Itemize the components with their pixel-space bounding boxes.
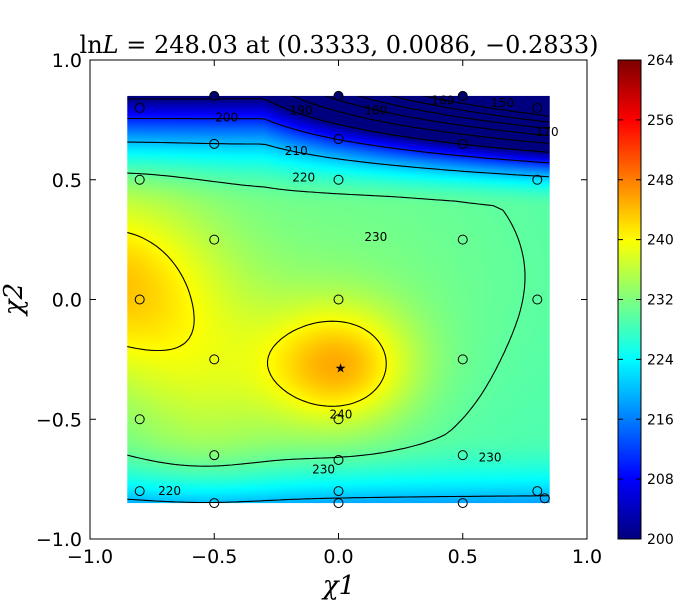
contour-line-220 <box>127 141 549 504</box>
y-axis-label: χ2 <box>0 283 29 317</box>
y-tick-label: −1.0 <box>36 529 82 551</box>
contour-line-160 <box>391 96 549 123</box>
sample-point <box>333 174 344 185</box>
x-tick-label: −0.5 <box>191 546 237 568</box>
contour-line-190 <box>291 96 549 144</box>
x-tick-label: 0.5 <box>448 546 478 568</box>
contour-label: 220 <box>292 170 315 184</box>
sample-point <box>457 138 468 149</box>
sample-point <box>134 294 145 305</box>
sample-point-filled <box>457 90 468 101</box>
sample-point <box>134 102 145 113</box>
contour-line-180 <box>325 96 549 137</box>
chart-title: lnL = 248.03 at (0.3333, 0.0086, −0.2833… <box>80 31 599 59</box>
sample-point <box>209 234 220 245</box>
colorbar-tick-label: 264 <box>647 53 674 69</box>
sample-point <box>457 234 468 245</box>
sample-point <box>457 498 468 509</box>
contour-label: 230 <box>479 451 502 465</box>
x-tick-label: −1.0 <box>67 546 113 568</box>
sample-point-filled <box>333 90 344 101</box>
contour-labels: 150 160 170 180 190 200 210 220 230 230 230 240 220 <box>158 94 559 498</box>
sample-point <box>134 414 145 425</box>
sample-point <box>457 354 468 365</box>
sample-point <box>333 294 344 305</box>
contour-line-150 <box>423 96 549 117</box>
contour-lines <box>127 96 549 504</box>
contour-label: 180 <box>364 103 387 117</box>
colorbar-tick-label: 248 <box>647 173 674 189</box>
colorbar-tick-label: 240 <box>647 233 674 249</box>
contour-label: 190 <box>290 103 313 117</box>
sample-point <box>333 486 344 497</box>
contour-label: 170 <box>536 125 559 139</box>
y-tick-label: 1.0 <box>52 50 82 72</box>
contour-label: 210 <box>285 144 308 158</box>
sample-point-filled <box>209 90 220 101</box>
sample-point <box>539 493 550 504</box>
sample-point <box>209 138 220 149</box>
contour-line-200 <box>127 98 549 153</box>
y-axis-ticks: −1.0 −0.5 0.0 0.5 1.0 <box>36 50 587 551</box>
sample-point <box>209 354 220 365</box>
contour-label: 230 <box>312 463 335 477</box>
contour-line-240 <box>127 231 387 407</box>
x-tick-label: 1.0 <box>572 546 602 568</box>
x-axis-label: χ1 <box>321 571 355 600</box>
contour-label: 220 <box>158 484 181 498</box>
colorbar-tick-label: 216 <box>647 412 674 428</box>
y-tick-label: 0.5 <box>52 170 82 192</box>
sample-point <box>532 294 543 305</box>
y-tick-label: −0.5 <box>36 409 82 431</box>
colorbar <box>618 60 641 539</box>
contour-label: 160 <box>431 94 454 108</box>
heatmap-image <box>127 95 550 504</box>
colorbar-ticks: 200 208 216 224 232 240 248 256 264 <box>618 53 674 548</box>
x-tick-label: 0.0 <box>323 546 353 568</box>
colorbar-tick-label: 224 <box>647 352 674 368</box>
contour-label: 230 <box>364 230 387 244</box>
sample-point <box>532 486 543 497</box>
sample-point <box>333 134 344 145</box>
sample-point <box>333 414 344 425</box>
x-axis-ticks: −1.0 −0.5 0.0 0.5 1.0 <box>67 60 602 568</box>
colorbar-tick-label: 200 <box>647 532 674 548</box>
colorbar-tick-label: 232 <box>647 293 674 309</box>
contour-label: 200 <box>215 110 238 124</box>
colorbar-tick-label: 256 <box>647 113 674 129</box>
sample-point <box>134 486 145 497</box>
best-fit-star-marker: ★ <box>335 361 347 376</box>
contour-line-170 <box>358 96 549 130</box>
colorbar-tick-label: 208 <box>647 472 674 488</box>
sample-point <box>532 174 543 185</box>
contour-line-230 <box>127 172 526 467</box>
sample-point <box>457 450 468 461</box>
sample-point <box>134 174 145 185</box>
sample-point <box>209 450 220 461</box>
sample-point <box>209 498 220 509</box>
contour-label: 240 <box>330 407 353 421</box>
sample-point <box>333 498 344 509</box>
sample-point <box>532 102 543 113</box>
y-tick-label: 0.0 <box>52 290 82 312</box>
sample-point <box>333 454 344 465</box>
contour-line-210 <box>127 117 549 164</box>
contour-label: 150 <box>491 96 514 110</box>
sample-points <box>134 90 550 509</box>
